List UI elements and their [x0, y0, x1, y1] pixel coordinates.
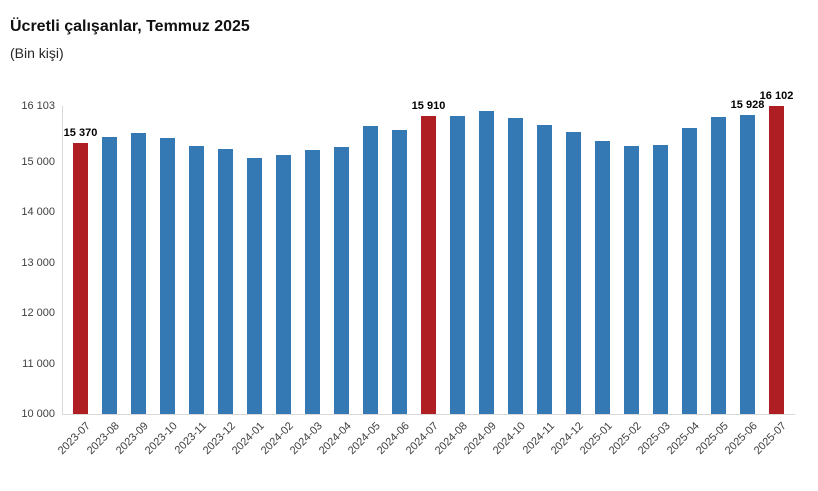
bar-2025-02	[624, 145, 639, 414]
y-tick-14000: 14 000	[21, 206, 55, 219]
bar-2025-01	[595, 141, 610, 414]
y-tick-15000: 15 000	[21, 155, 55, 168]
y-tick-13000: 13 000	[21, 256, 55, 269]
bar-2024-12	[566, 132, 581, 414]
bar-2025-04	[682, 128, 697, 414]
bar-2023-10	[160, 137, 175, 414]
bar-2023-12	[218, 149, 233, 414]
bar-2023-08	[102, 137, 117, 414]
bar-2024-07	[421, 115, 436, 414]
bar-2024-08	[450, 115, 465, 414]
y-tick-12000: 12 000	[21, 307, 55, 320]
bar-2024-11	[537, 124, 552, 414]
bar-2024-10	[508, 118, 523, 414]
bar-2023-07	[73, 142, 88, 414]
bar-2024-09	[479, 111, 494, 414]
bar-2023-09	[131, 133, 146, 414]
chart-title: Ücretli çalışanlar, Temmuz 2025	[10, 18, 250, 35]
bar-2024-01	[247, 157, 262, 414]
y-tick-16103: 16 103	[21, 100, 55, 112]
bar-2025-07	[769, 106, 784, 414]
chart-subtitle: (Bin kişi)	[10, 45, 64, 61]
bar-2024-03	[305, 150, 320, 414]
bar-value-label-2023-07: 15 370	[63, 126, 98, 139]
bar-2024-05	[363, 126, 378, 414]
bar-2024-04	[334, 146, 349, 414]
bar-2023-11	[189, 145, 204, 414]
x-axis-line	[62, 414, 795, 415]
bar-value-label-2024-07: 15 910	[411, 99, 446, 112]
bar-value-label-2025-07: 16 102	[759, 90, 794, 103]
bar-2024-06	[392, 130, 407, 414]
y-tick-11000: 11 000	[22, 357, 55, 370]
bar-2025-05	[711, 117, 726, 414]
bar-value-label-2025-06: 15 928	[730, 98, 765, 111]
bar-2024-02	[276, 154, 291, 414]
bar-2025-06	[740, 114, 755, 414]
y-axis-line	[62, 106, 63, 414]
bar-2025-03	[653, 145, 668, 414]
y-tick-10000: 10 000	[21, 408, 55, 420]
